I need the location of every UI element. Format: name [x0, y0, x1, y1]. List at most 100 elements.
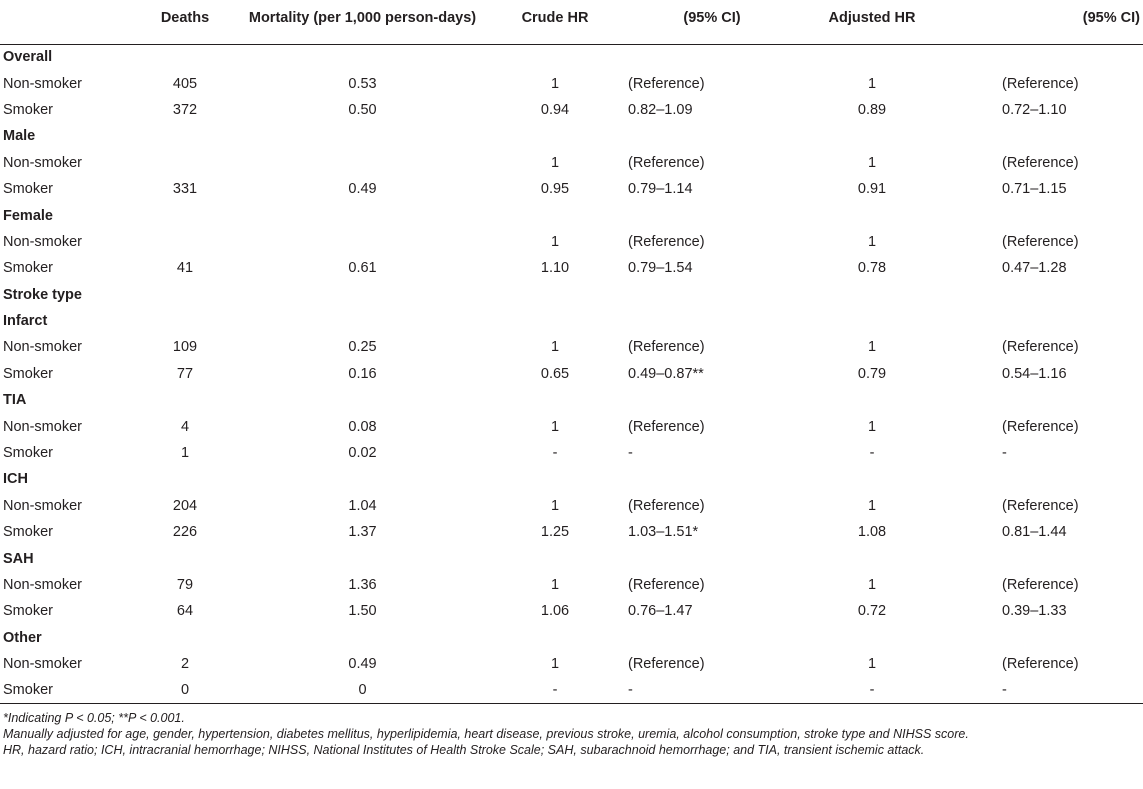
crude-hr-cell — [492, 545, 618, 571]
crude-ci-cell: (Reference) — [628, 75, 705, 92]
mortality-cell — [233, 625, 492, 651]
row-label: Smoker — [3, 101, 53, 118]
crude-hr-cell — [492, 123, 618, 149]
crude-ci-cell: (Reference) — [628, 154, 705, 171]
crude-hr-cell — [492, 387, 618, 413]
crude-ci-cell: (Reference) — [628, 577, 705, 593]
crude-ci-cell: 0.79–1.14 — [628, 181, 693, 198]
table-footnotes: *Indicating P < 0.05; **P < 0.001. Manua… — [0, 710, 1143, 758]
adjusted-ci-cell: 0.47–1.28 — [1002, 260, 1067, 277]
section-label: Other — [3, 629, 42, 646]
mortality-cell: 0.02 — [348, 445, 377, 462]
table-row: Non-smoker 1 (Reference) 1 (Reference) — [0, 229, 1143, 255]
crude-hr-cell: 0.94 — [540, 101, 570, 118]
adjusted-hr-cell: 0.91 — [857, 181, 887, 198]
crude-ci-cell: (Reference) — [628, 497, 705, 514]
mortality-cell — [233, 44, 492, 70]
row-label: Smoker — [3, 524, 53, 541]
adjusted-hr-cell: 1 — [867, 75, 877, 92]
adjusted-ci-cell: 0.39–1.33 — [1002, 603, 1067, 620]
mortality-cell: 1.50 — [348, 603, 377, 620]
adjusted-ci-cell: - — [1002, 445, 1007, 462]
crude-ci-cell: 0.79–1.54 — [628, 260, 693, 277]
deaths-cell — [137, 282, 233, 308]
adjusted-hr-cell: 1 — [867, 656, 877, 673]
row-label: Non-smoker — [3, 577, 82, 593]
adjusted-ci-cell: 0.54–1.16 — [1002, 365, 1067, 382]
adjusted-hr-cell — [806, 466, 938, 492]
adjusted-ci-cell: (Reference) — [1002, 577, 1079, 593]
crude-ci-cell — [618, 308, 806, 334]
crude-hr-cell: - — [492, 677, 618, 705]
adjusted-ci-cell: (Reference) — [1002, 656, 1079, 673]
adjusted-hr-cell — [806, 123, 938, 149]
deaths-cell: 226 — [172, 524, 198, 541]
table-row: Non-smoker 109 0.25 1 (Reference) 1 (Reference… — [0, 334, 1143, 360]
crude-ci-cell — [618, 44, 806, 70]
crude-ci-cell — [618, 387, 806, 413]
section-label: TIA — [3, 392, 27, 409]
mortality-cell: 1.04 — [348, 497, 377, 514]
adjusted-hr-cell: 0.79 — [857, 365, 887, 382]
table-container: Deaths Mortality (per 1,000 person-days)… — [0, 0, 1143, 758]
adjusted-hr-cell: 1 — [867, 497, 877, 514]
adjusted-ci-cell: (Reference) — [1002, 497, 1079, 514]
adjusted-hr-cell — [806, 308, 938, 334]
mortality-cell — [233, 308, 492, 334]
section-label: ICH — [3, 471, 28, 488]
deaths-cell — [137, 625, 233, 651]
mortality-cell: 0.50 — [348, 101, 377, 118]
deaths-cell: 0 — [137, 677, 233, 705]
crude-ci-cell: (Reference) — [628, 656, 705, 673]
crude-ci-cell: - — [618, 677, 806, 705]
table-row: Non-smoker 4 0.08 1 (Reference) 1 (Reference) — [0, 413, 1143, 439]
deaths-cell — [137, 308, 233, 334]
adjusted-ci-cell — [938, 625, 1143, 651]
header-mortality: Mortality (per 1,000 person-days) — [233, 0, 492, 45]
deaths-cell — [137, 123, 233, 149]
mortality-cell: 0.25 — [348, 339, 377, 356]
crude-hr-cell: 1 — [550, 577, 560, 593]
table-row: Smoker 226 1.37 1.25 1.03–1.51* 1.08 0.81–1.44 — [0, 519, 1143, 545]
deaths-cell: 109 — [172, 339, 198, 356]
row-label: Non-smoker — [3, 75, 82, 92]
adjusted-hr-cell — [806, 387, 938, 413]
adjusted-ci-cell: (Reference) — [1002, 154, 1079, 171]
row-label: Smoker — [3, 365, 53, 382]
adjusted-hr-cell: 0.78 — [857, 260, 887, 277]
mortality-cell: 0.49 — [348, 181, 377, 198]
header-crude-ci: (95% CI) — [618, 0, 806, 45]
mortality-cell: 0.61 — [348, 260, 377, 277]
mortality-cell — [233, 202, 492, 228]
row-label: Smoker — [3, 181, 53, 198]
adjusted-hr-cell — [806, 625, 938, 651]
footnote-abbreviations: HR, hazard ratio; ICH, intracranial hemo… — [3, 743, 925, 758]
row-label: Non-smoker — [3, 656, 82, 673]
crude-ci-cell: 1.03–1.51* — [628, 524, 699, 541]
adjusted-ci-cell — [938, 123, 1143, 149]
row-label: Smoker — [3, 603, 53, 620]
deaths-cell: 372 — [172, 101, 198, 118]
crude-hr-cell — [492, 202, 618, 228]
mortality-cell: 0 — [233, 677, 492, 705]
adjusted-ci-cell: 0.71–1.15 — [1002, 181, 1067, 198]
section-label: Overall — [3, 49, 53, 66]
section-label: Female — [3, 207, 53, 224]
header-crude-hr: Crude HR — [492, 0, 618, 45]
adjusted-hr-cell: 1 — [867, 339, 877, 356]
crude-hr-cell: 1 — [550, 497, 560, 514]
mortality-cell: 1.36 — [348, 577, 377, 593]
adjusted-ci-cell — [938, 202, 1143, 228]
section-row: SAH — [0, 545, 1143, 571]
section-label: Stroke type — [3, 286, 82, 303]
adjusted-ci-cell — [938, 44, 1143, 70]
crude-hr-cell: 0.65 — [540, 365, 570, 382]
deaths-cell — [137, 545, 233, 571]
crude-ci-cell: 0.49–0.87** — [628, 365, 704, 382]
adjusted-hr-cell: 1 — [867, 418, 877, 435]
crude-hr-cell: 1 — [550, 233, 560, 250]
table-row: Smoker 331 0.49 0.95 0.79–1.14 0.91 0.71–1.15 — [0, 176, 1143, 202]
mortality-cell: 0.16 — [348, 365, 377, 382]
deaths-cell — [137, 466, 233, 492]
crude-hr-cell — [492, 282, 618, 308]
